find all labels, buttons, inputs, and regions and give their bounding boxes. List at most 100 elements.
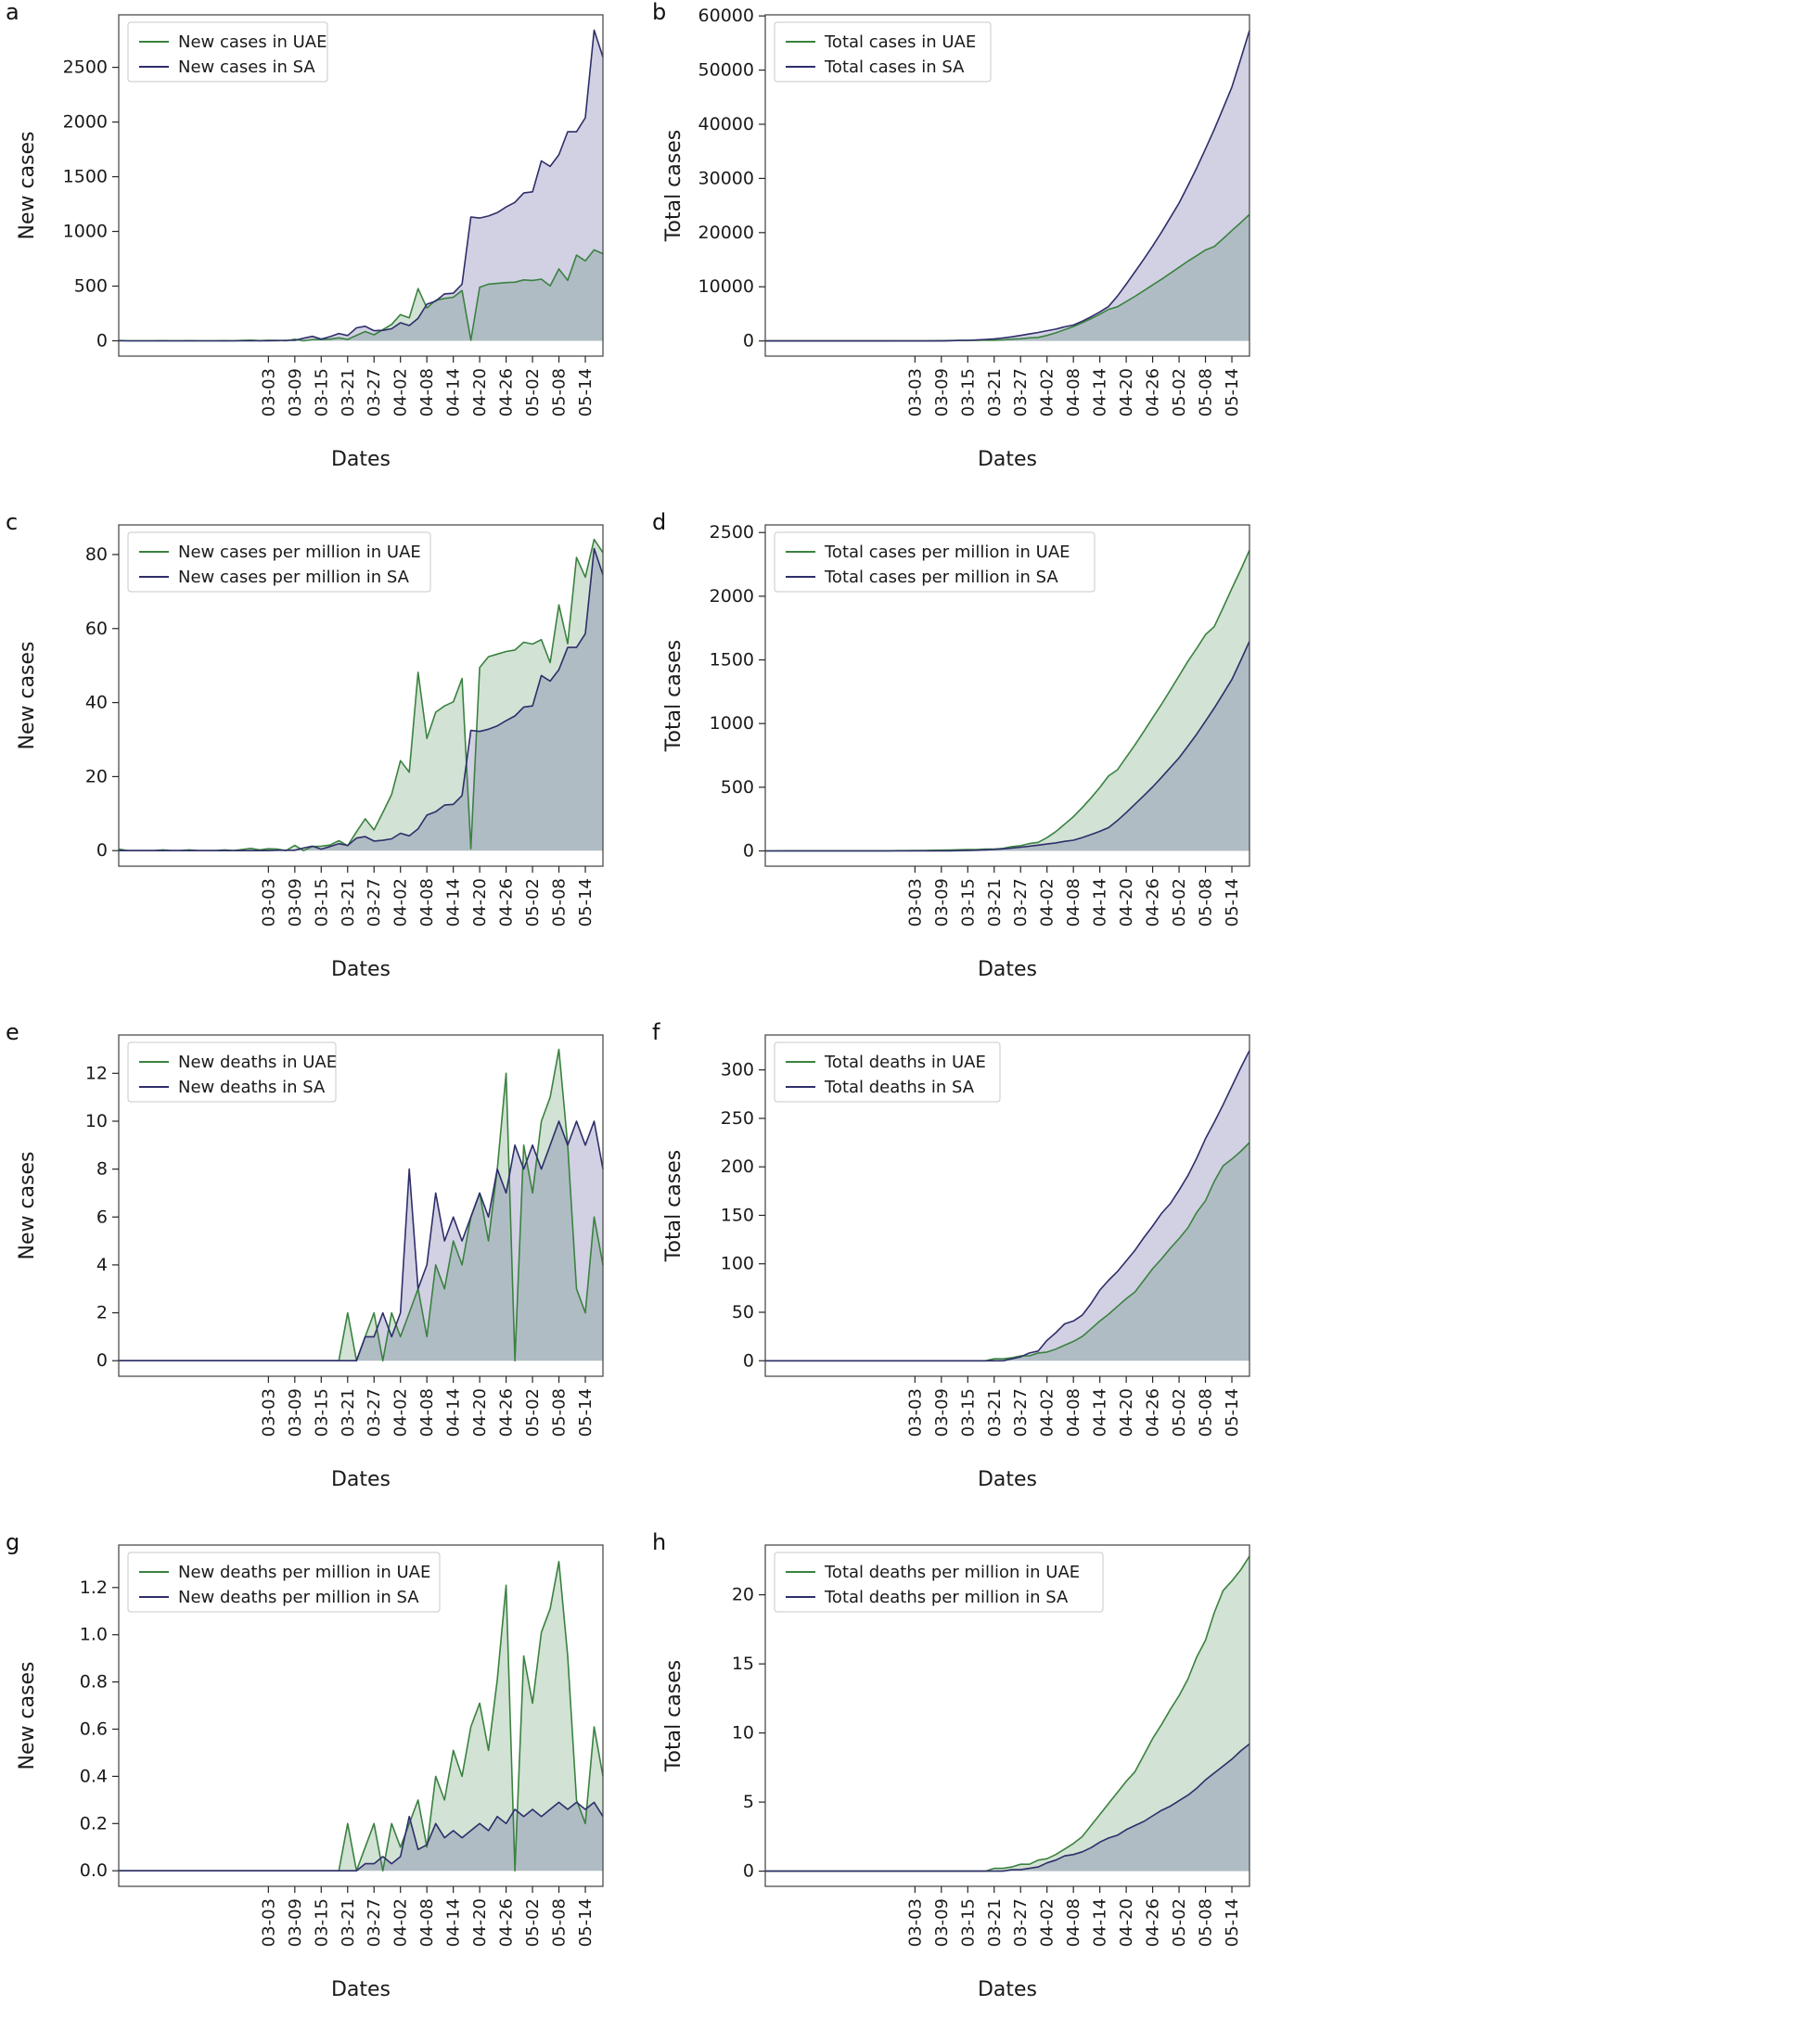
x-tick-label: 04-26 <box>1144 368 1163 416</box>
panel-label-c: c <box>6 509 19 535</box>
line-sa <box>765 1050 1250 1362</box>
x-tick-label: 05-08 <box>550 878 570 926</box>
chart-cell-h: h 0 5 10 15 20 03-03 03-09 03-15 03-21 03-27 04-02… <box>647 1530 1544 2040</box>
legend-label: Total cases per million in UAE <box>824 543 1070 562</box>
x-tick-label: 04-20 <box>1117 878 1136 926</box>
x-tick-label: 03-15 <box>958 368 978 416</box>
y-tick-label: 0 <box>96 1350 108 1371</box>
x-tick-label: 04-08 <box>1064 878 1083 926</box>
x-tick-label: 03-27 <box>1011 368 1031 416</box>
plot-border <box>118 524 604 867</box>
y-tick-label: 15 <box>732 1654 754 1674</box>
x-tick-label: 03-15 <box>312 1898 331 1947</box>
x-tick-label: 04-20 <box>470 368 490 416</box>
x-tick-label: 03-21 <box>985 878 1005 926</box>
panel-label-e: e <box>6 1019 19 1045</box>
line-sa <box>119 1801 604 1872</box>
legend-box <box>774 531 1096 593</box>
x-axis-label: Dates <box>331 1978 391 2001</box>
x-tick-label: 05-08 <box>1197 368 1216 416</box>
x-tick-label: 04-02 <box>1038 878 1057 926</box>
y-tick-label: 0 <box>743 1350 754 1371</box>
y-tick-label: 20 <box>85 766 108 786</box>
y-tick-label: 0 <box>743 331 754 351</box>
x-tick-label: 03-15 <box>312 1388 331 1437</box>
x-tick-label: 03-03 <box>905 368 925 416</box>
area-sa <box>119 30 603 341</box>
x-tick-label: 05-02 <box>523 878 543 926</box>
x-tick-label: 05-02 <box>1170 1898 1189 1947</box>
legend-label: New deaths per million in UAE <box>178 1563 430 1582</box>
line-sa <box>119 29 604 342</box>
x-tick-label: 05-14 <box>576 878 596 926</box>
y-tick-label: 5 <box>743 1792 754 1812</box>
x-tick-label: 03-09 <box>286 368 305 416</box>
y-tick-label: 40 <box>85 693 108 713</box>
panel-label-b: b <box>652 0 667 25</box>
x-axis-label: Dates <box>331 958 391 981</box>
x-tick-label: 05-14 <box>576 1388 596 1437</box>
x-tick-label: 03-27 <box>365 1388 384 1437</box>
x-tick-label: 04-20 <box>470 878 490 926</box>
y-tick-label: 8 <box>96 1159 108 1180</box>
y-tick-label: 6 <box>96 1207 108 1227</box>
y-tick-label: 1.2 <box>80 1578 108 1598</box>
chart-cell-g: g 0.0 0.2 0.4 0.6 0.8 1.0 1.2 03-03 03-09 03-15 03… <box>0 1530 897 2040</box>
area-sa <box>119 548 603 851</box>
x-tick-label: 04-26 <box>497 878 517 926</box>
y-tick-label: 60000 <box>698 6 754 26</box>
area-uae <box>119 1561 603 1872</box>
y-tick-label: 2000 <box>63 112 108 133</box>
x-tick-label: 04-20 <box>470 1388 490 1437</box>
x-tick-label: 04-26 <box>1144 1898 1163 1947</box>
x-tick-label: 04-26 <box>1144 878 1163 926</box>
y-tick-label: 500 <box>721 777 754 798</box>
y-tick-label: 1500 <box>710 650 754 671</box>
legend-label: Total deaths per million in SA <box>824 1588 1069 1607</box>
legend-label: New deaths per million in SA <box>178 1588 419 1607</box>
line-sa <box>119 547 604 851</box>
legend-box <box>127 531 431 593</box>
legend-label: New cases in UAE <box>178 32 327 52</box>
y-tick-label: 50000 <box>698 60 754 81</box>
x-tick-label: 04-26 <box>497 368 517 416</box>
x-tick-label: 03-15 <box>958 1388 978 1437</box>
y-tick-label: 0.6 <box>80 1719 108 1740</box>
x-tick-label: 04-20 <box>1117 368 1136 416</box>
y-axis-label: New cases <box>16 131 39 239</box>
x-tick-label: 03-21 <box>985 1388 1005 1437</box>
legend-label: Total cases in UAE <box>824 32 976 52</box>
legend-label: Total deaths in SA <box>824 1078 975 1097</box>
x-tick-label: 05-08 <box>1197 878 1216 926</box>
y-tick-label: 1000 <box>63 222 108 242</box>
y-tick-label: 20000 <box>698 223 754 243</box>
y-axis-label: Total cases <box>662 640 686 752</box>
x-tick-label: 04-20 <box>470 1898 490 1947</box>
y-tick-label: 250 <box>721 1108 754 1129</box>
y-tick-label: 0 <box>96 840 108 861</box>
x-tick-label: 04-14 <box>444 368 464 416</box>
x-tick-label: 04-08 <box>1064 1388 1083 1437</box>
x-axis-label: Dates <box>978 1978 1037 2001</box>
x-tick-label: 05-08 <box>550 368 570 416</box>
chart-b-canvas: 0 10000 20000 30000 40000 50000 60000 03-03 03-0… <box>662 6 1250 471</box>
x-axis-label: Dates <box>331 1468 391 1491</box>
y-tick-label: 20 <box>732 1585 754 1605</box>
chart-d-canvas: 0 500 1000 1500 2000 2500 03-03 03-09 03-15 03-21… <box>662 522 1250 981</box>
area-sa <box>765 641 1249 851</box>
x-tick-label: 03-15 <box>958 878 978 926</box>
chart-e-canvas: 0 2 4 6 8 10 12 03-03 03-09 03-15 03-21 03-27 04-02 0… <box>16 1034 604 1491</box>
y-tick-label: 0.0 <box>80 1860 108 1881</box>
x-tick-label: 04-02 <box>391 1388 411 1437</box>
x-tick-label: 03-03 <box>905 1898 925 1947</box>
chart-g-canvas: 0.0 0.2 0.4 0.6 0.8 1.0 1.2 03-03 03-09 03-15 03-2… <box>16 1544 604 2001</box>
x-tick-label: 05-02 <box>1170 878 1189 926</box>
plot-border <box>764 1034 1250 1377</box>
x-tick-label: 03-27 <box>1011 1388 1031 1437</box>
x-tick-label: 05-02 <box>523 1388 543 1437</box>
x-tick-label: 05-14 <box>1223 1388 1242 1437</box>
area-uae <box>119 1049 603 1361</box>
y-tick-label: 2000 <box>710 586 754 607</box>
y-tick-label: 60 <box>85 619 108 639</box>
